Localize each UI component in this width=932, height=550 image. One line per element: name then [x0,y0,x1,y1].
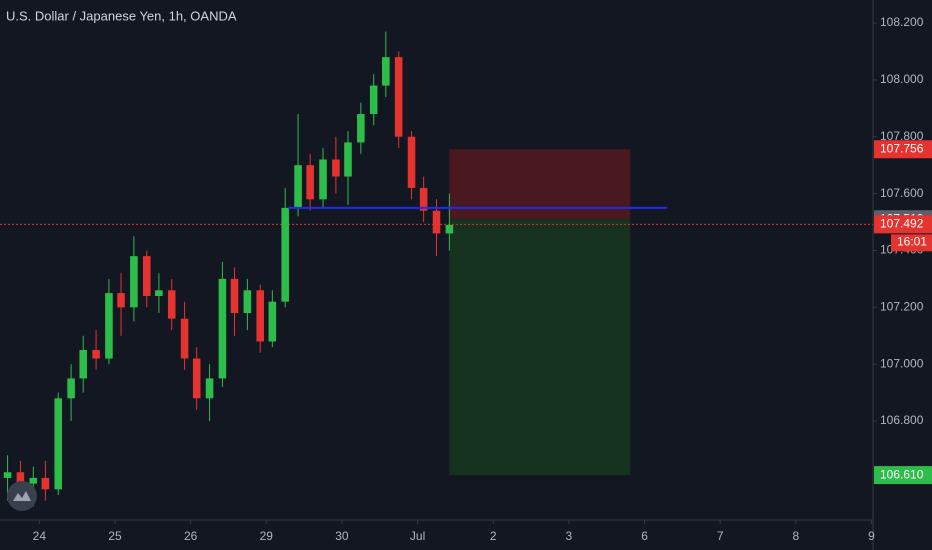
candle-body [432,210,441,234]
candle-body [41,477,50,490]
target-zone [449,219,631,476]
candle-body [180,318,189,359]
logo-badge [7,481,37,511]
candle-body [192,358,201,399]
countdown: 16:01 [897,234,927,248]
candle-body [79,349,87,379]
y-tick-label: 108.200 [880,15,924,29]
price-label: 106.610 [880,467,924,481]
candle-body [3,472,12,478]
candle-body [16,472,25,484]
candle-body [218,278,227,379]
candle-body [332,159,340,177]
y-tick-label: 107.000 [880,356,924,370]
candle-body [445,224,454,234]
logo-icon [13,491,31,501]
candle-body [281,207,289,302]
candle-body [105,293,113,359]
x-tick-label: 24 [33,529,47,543]
candle-body [407,136,416,188]
plot-area [0,31,873,507]
candle-body [155,290,163,296]
x-tick-label: 7 [717,529,724,543]
x-tick-label: 8 [792,529,799,543]
y-tick-label: 106.800 [880,413,924,427]
price-label: 107.756 [880,141,924,155]
candle-body [230,278,239,314]
x-tick-label: 26 [184,529,198,543]
logo [7,481,37,511]
price-label-tag [874,466,932,485]
candle-body [357,114,365,143]
candle-body [130,256,138,308]
price-label-tag [874,140,932,159]
candle-body [382,57,390,86]
x-tick-label: 3 [566,529,573,543]
candle-body [167,290,176,319]
y-tick-label: 107.800 [880,129,924,143]
y-tick-label: 108.000 [880,72,924,86]
candle-body [394,57,403,137]
candle-body [92,349,100,359]
y-tick-label: 107.600 [880,186,924,200]
candle-body [319,159,327,200]
candle-body [117,293,125,308]
x-tick-label: 2 [490,529,497,543]
candle-body [294,165,302,208]
candle-body [256,290,265,342]
price-label: 107.492 [880,216,924,230]
candle-body [67,378,75,399]
candle-body [344,142,352,177]
candle-body [419,187,428,211]
x-tick-label: 29 [260,529,274,543]
y-tick-label: 107.200 [880,300,924,314]
candle-body [54,398,63,490]
price-label-tag [874,215,932,234]
countdown-tag [891,234,932,252]
chart-title: U.S. Dollar / Japanese Yen, 1h, OANDA [6,8,237,23]
candle-body [268,301,277,342]
x-tick-label: 9 [868,529,875,543]
x-tick-label: 25 [108,529,122,543]
candle-body [369,85,378,115]
x-tick-label: 30 [335,529,349,543]
candle-body [142,256,151,296]
candle-body [29,477,38,484]
x-tick-label: 6 [641,529,648,543]
candle-body [306,165,314,200]
candle-body [243,290,252,314]
candle-body [205,378,214,399]
x-tick-label: Jul [410,529,425,543]
